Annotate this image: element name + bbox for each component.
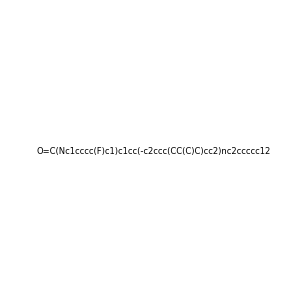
Text: O=C(Nc1cccc(F)c1)c1cc(-c2ccc(CC(C)C)cc2)nc2ccccc12: O=C(Nc1cccc(F)c1)c1cc(-c2ccc(CC(C)C)cc2)…	[37, 147, 271, 156]
